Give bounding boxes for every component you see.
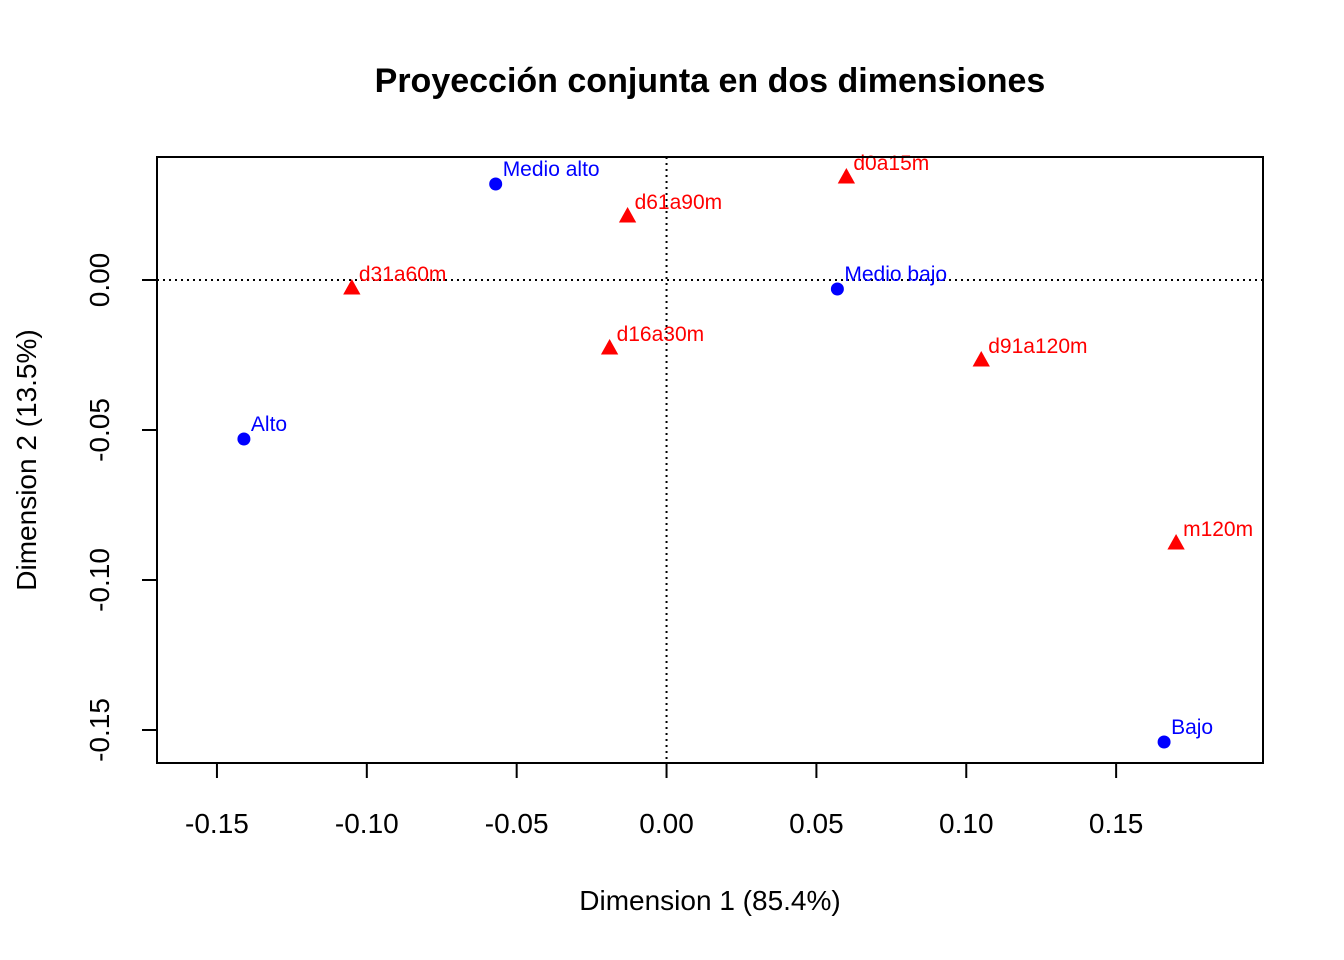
axes: -0.15 -0.10 -0.05 0.00 0.05 0.10 0.15 -0.15 -0.1… bbox=[84, 253, 1143, 839]
y-tick-label: -0.15 bbox=[84, 698, 115, 762]
point-label: d0a15m bbox=[853, 152, 929, 175]
point-label: d61a90m bbox=[635, 191, 723, 214]
y-tick-label: -0.10 bbox=[84, 548, 115, 612]
x-tick-label: 0.15 bbox=[1089, 808, 1144, 839]
point-marker bbox=[837, 168, 856, 184]
x-tick-label: -0.15 bbox=[185, 808, 249, 839]
y-tick-label: 0.00 bbox=[84, 253, 115, 308]
point-label: Bajo bbox=[1171, 716, 1213, 739]
point-marker bbox=[972, 351, 990, 367]
point-label: Medio bajo bbox=[844, 263, 947, 286]
y-tick-label: -0.05 bbox=[84, 398, 115, 462]
point-label: d16a30m bbox=[617, 323, 705, 346]
point-label: Alto bbox=[251, 413, 287, 436]
point-label: Medio alto bbox=[503, 158, 600, 181]
plot-frame bbox=[156, 156, 1264, 764]
point-marker bbox=[237, 432, 251, 446]
points: Medio alto Medio bajo Alto Bajo d0a15m d61a90… bbox=[237, 152, 1253, 749]
x-tick-label: 0.00 bbox=[639, 808, 694, 839]
x-tick-label: 0.10 bbox=[939, 808, 994, 839]
x-axis-label: Dimension 1 (85.4%) bbox=[579, 885, 840, 916]
y-axis-label: Dimension 2 (13.5%) bbox=[11, 329, 42, 590]
chart-title: Proyección conjunta en dos dimensiones bbox=[375, 62, 1046, 100]
x-tick-label: 0.05 bbox=[789, 808, 844, 839]
point-label: d91a120m bbox=[988, 335, 1087, 358]
x-tick-label: -0.10 bbox=[335, 808, 399, 839]
point-label: m120m bbox=[1183, 518, 1253, 541]
point-marker bbox=[1167, 534, 1185, 550]
point-marker bbox=[830, 282, 844, 296]
reference-lines bbox=[157, 157, 1263, 763]
point-marker bbox=[618, 207, 637, 223]
point-marker bbox=[1157, 735, 1171, 749]
point-marker bbox=[600, 339, 619, 355]
point-marker bbox=[343, 279, 361, 295]
point-marker bbox=[489, 177, 503, 191]
point-label: d31a60m bbox=[359, 263, 447, 286]
x-tick-label: -0.05 bbox=[485, 808, 549, 839]
